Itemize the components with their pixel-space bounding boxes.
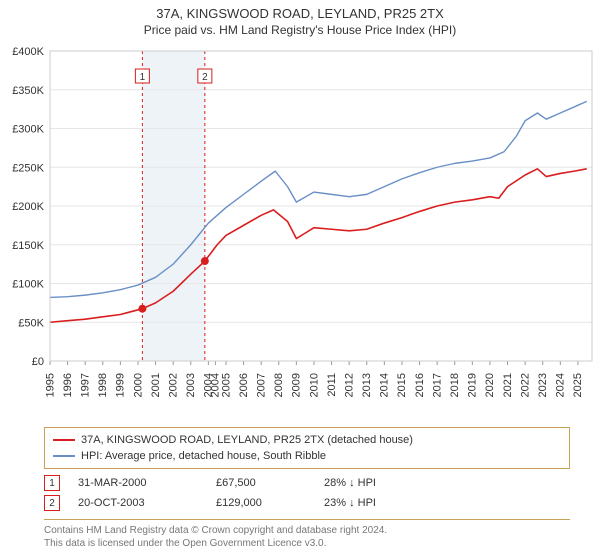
svg-text:2002: 2002 xyxy=(167,373,179,397)
svg-text:1: 1 xyxy=(140,72,146,83)
svg-text:2003: 2003 xyxy=(185,373,197,397)
transaction-delta: 28% ↓ HPI xyxy=(324,477,414,489)
svg-text:£400K: £400K xyxy=(12,46,44,58)
svg-text:2021: 2021 xyxy=(502,373,514,397)
transaction-marker: 1 xyxy=(44,475,60,491)
legend-swatch xyxy=(53,455,75,457)
svg-text:£100K: £100K xyxy=(12,279,44,291)
svg-text:2020: 2020 xyxy=(484,373,496,397)
svg-text:2012: 2012 xyxy=(343,373,355,397)
svg-text:2009: 2009 xyxy=(291,373,303,397)
svg-text:2019: 2019 xyxy=(467,373,479,397)
svg-text:2023: 2023 xyxy=(537,373,549,397)
svg-text:2013: 2013 xyxy=(361,373,373,397)
svg-text:£150K: £150K xyxy=(12,240,44,252)
chart-header: 37A, KINGSWOOD ROAD, LEYLAND, PR25 2TX P… xyxy=(0,0,600,41)
svg-text:£0: £0 xyxy=(32,356,44,368)
svg-text:2006: 2006 xyxy=(238,373,250,397)
legend-item: 37A, KINGSWOOD ROAD, LEYLAND, PR25 2TX (… xyxy=(53,432,561,448)
transaction-date: 20-OCT-2003 xyxy=(78,497,198,509)
svg-text:1997: 1997 xyxy=(79,373,91,397)
svg-text:2001: 2001 xyxy=(150,373,162,397)
svg-text:£250K: £250K xyxy=(12,162,44,174)
svg-text:2008: 2008 xyxy=(273,373,285,397)
footer-line1: Contains HM Land Registry data © Crown c… xyxy=(44,524,570,537)
svg-text:£200K: £200K xyxy=(12,201,44,213)
transaction-row: 2 20-OCT-2003 £129,000 23% ↓ HPI xyxy=(44,493,570,513)
legend: 37A, KINGSWOOD ROAD, LEYLAND, PR25 2TX (… xyxy=(44,427,570,469)
transaction-row: 1 31-MAR-2000 £67,500 28% ↓ HPI xyxy=(44,473,570,493)
svg-text:2: 2 xyxy=(202,72,208,83)
chart-subtitle: Price paid vs. HM Land Registry's House … xyxy=(0,23,600,37)
svg-text:2015: 2015 xyxy=(396,373,408,397)
svg-text:2022: 2022 xyxy=(519,373,531,397)
transaction-delta: 23% ↓ HPI xyxy=(324,497,414,509)
svg-text:£350K: £350K xyxy=(12,85,44,97)
svg-text:1996: 1996 xyxy=(62,373,74,397)
transaction-price: £67,500 xyxy=(216,477,306,489)
transaction-marker: 2 xyxy=(44,495,60,511)
transactions-table: 1 31-MAR-2000 £67,500 28% ↓ HPI 2 20-OCT-2003… xyxy=(44,473,570,513)
svg-text:£300K: £300K xyxy=(12,124,44,136)
legend-swatch xyxy=(53,439,75,441)
svg-text:2007: 2007 xyxy=(255,373,267,397)
svg-text:1995: 1995 xyxy=(44,373,56,397)
legend-label: HPI: Average price, detached house, Sout… xyxy=(81,450,326,462)
footer-attribution: Contains HM Land Registry data © Crown c… xyxy=(44,519,570,550)
svg-text:2017: 2017 xyxy=(431,373,443,397)
svg-text:2016: 2016 xyxy=(414,373,426,397)
svg-text:2011: 2011 xyxy=(326,373,338,397)
svg-text:2000: 2000 xyxy=(132,373,144,397)
svg-text:2005: 2005 xyxy=(220,373,232,397)
svg-text:1998: 1998 xyxy=(97,373,109,397)
svg-text:2010: 2010 xyxy=(308,373,320,397)
svg-text:2014: 2014 xyxy=(379,373,391,397)
svg-text:£50K: £50K xyxy=(18,317,44,329)
chart-plot: £0 £50K £100K £150K £200K £250K £300K £350K £400… xyxy=(0,41,600,421)
svg-text:2024: 2024 xyxy=(555,373,567,397)
chart-title: 37A, KINGSWOOD ROAD, LEYLAND, PR25 2TX xyxy=(0,6,600,21)
transaction-price: £129,000 xyxy=(216,497,306,509)
transaction-date: 31-MAR-2000 xyxy=(78,477,198,489)
svg-text:2018: 2018 xyxy=(449,373,461,397)
legend-item: HPI: Average price, detached house, Sout… xyxy=(53,448,561,464)
footer-line2: This data is licensed under the Open Gov… xyxy=(44,537,570,550)
legend-label: 37A, KINGSWOOD ROAD, LEYLAND, PR25 2TX (… xyxy=(81,434,413,446)
svg-text:1999: 1999 xyxy=(115,373,127,397)
svg-text:2025: 2025 xyxy=(572,373,584,397)
